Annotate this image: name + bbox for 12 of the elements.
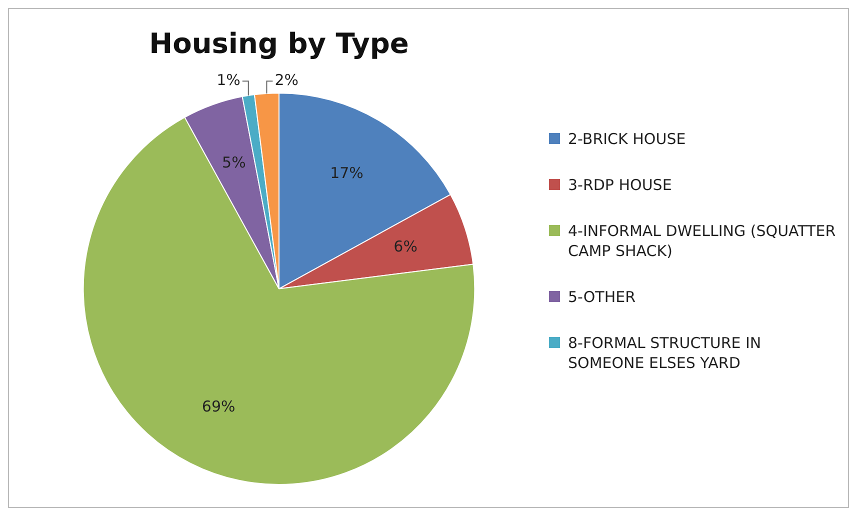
data-label: 1% bbox=[216, 70, 240, 89]
legend-label: 2-BRICK HOUSE bbox=[568, 129, 686, 149]
data-label: 2% bbox=[274, 70, 299, 89]
chart-title: Housing by Type bbox=[149, 27, 409, 60]
legend-label: 5-OTHER bbox=[568, 287, 636, 307]
data-label: 17% bbox=[330, 164, 364, 182]
legend-label: 3-RDP HOUSE bbox=[568, 175, 672, 195]
data-label: 6% bbox=[394, 238, 418, 256]
legend-label: 4-INFORMAL DWELLING (SQUATTER CAMP SHACK) bbox=[568, 221, 837, 261]
data-label: 69% bbox=[202, 397, 236, 416]
legend-label: 8-FORMAL STRUCTURE IN SOMEONE ELSES YARD bbox=[568, 333, 762, 373]
data-label: 5% bbox=[222, 153, 246, 172]
